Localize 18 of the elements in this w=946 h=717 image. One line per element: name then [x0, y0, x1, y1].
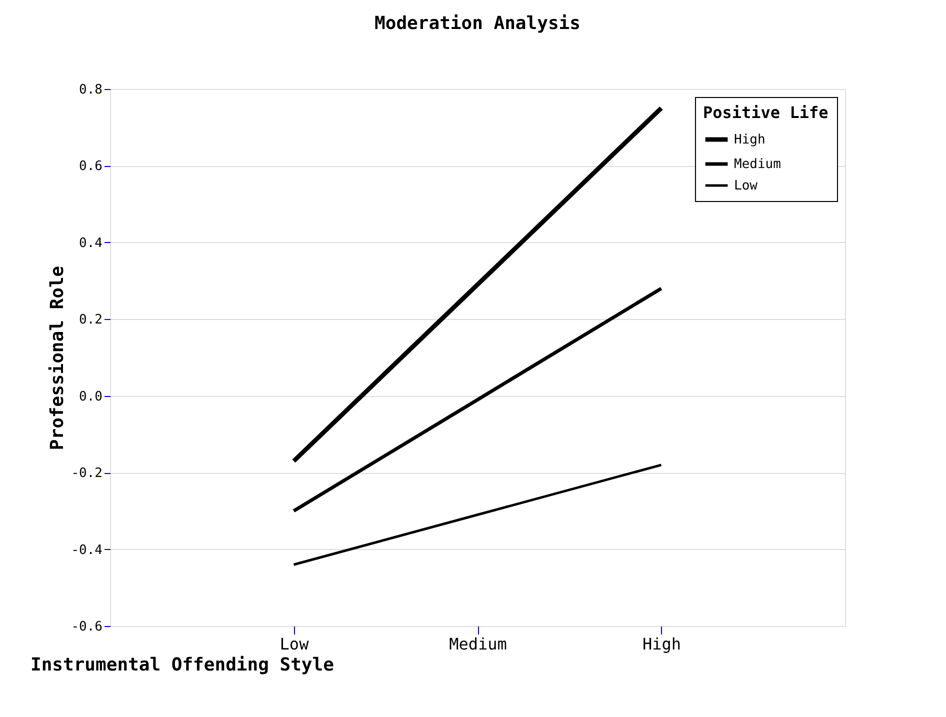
y-tick-label: 0.2	[79, 312, 102, 328]
x-tick-label: Low	[280, 634, 310, 654]
y-tick-label: -0.2	[71, 466, 102, 482]
x-tick-label: High	[642, 634, 682, 654]
legend-label: High	[734, 132, 766, 148]
legend-label: Medium	[734, 157, 782, 172]
chart-title: Moderation Analysis	[374, 13, 580, 34]
x-tick-label: Medium	[449, 634, 507, 654]
y-tick-label: -0.4	[71, 542, 103, 558]
y-tick-label: 0.8	[79, 82, 102, 98]
legend-title: Positive Life	[703, 103, 828, 122]
y-tick-label: 0.6	[79, 159, 102, 174]
y-axis-title: Professional Role	[47, 266, 68, 450]
y-tick-label: 0.0	[79, 389, 102, 404]
y-tick-label: 0.4	[79, 236, 103, 251]
legend-label: Low	[734, 178, 758, 194]
y-tick-label: -0.6	[71, 620, 102, 634]
x-axis-title: Instrumental Offending Style	[30, 654, 334, 676]
